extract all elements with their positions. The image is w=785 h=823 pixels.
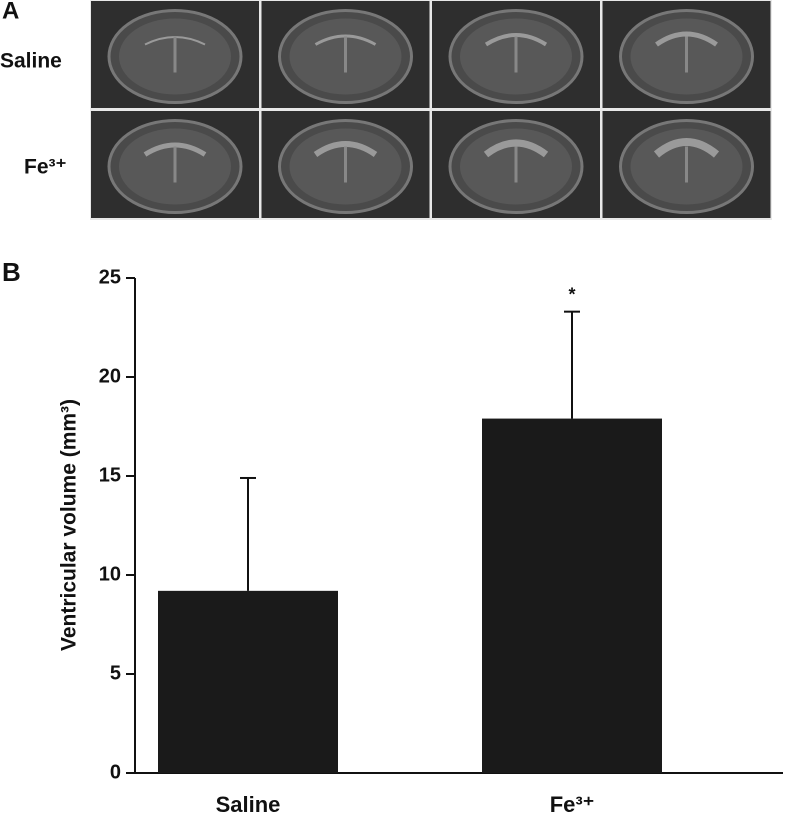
y-tick-label: 5 — [110, 662, 121, 684]
ventricle — [483, 139, 549, 158]
ventricle — [143, 142, 207, 157]
ventricle — [484, 33, 548, 47]
x-tick-label: Saline — [216, 792, 281, 817]
y-tick-label: 15 — [99, 464, 121, 486]
mri-panel — [90, 0, 772, 220]
ventricle — [655, 31, 718, 47]
row-label: Saline — [0, 50, 62, 73]
bar — [158, 590, 338, 773]
y-tick-label: 10 — [99, 563, 121, 585]
row-label: Fe³⁺ — [24, 156, 67, 179]
panel-label: A — [2, 0, 19, 24]
y-axis-label: Ventricular volume (mm³) — [58, 399, 81, 651]
x-tick-label: Fe³⁺ — [550, 792, 595, 817]
bar — [482, 418, 662, 773]
y-tick-label: 0 — [110, 761, 121, 783]
y-tick-label: 20 — [99, 365, 121, 387]
ventricle — [314, 34, 377, 46]
ventricle — [313, 141, 378, 158]
y-tick-label: 25 — [99, 266, 121, 288]
significance-marker: * — [568, 284, 575, 304]
panel-label: B — [2, 257, 21, 287]
ventricle — [653, 138, 720, 158]
